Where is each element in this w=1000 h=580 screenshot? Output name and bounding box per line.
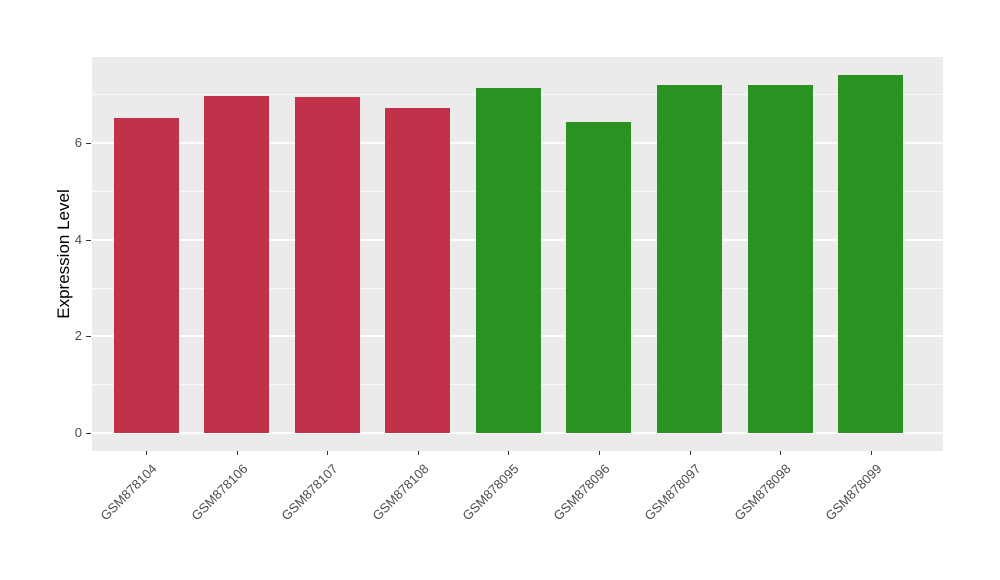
x-tick-mark-GSM878099	[870, 451, 872, 455]
bar-GSM878095	[475, 88, 541, 433]
y-tick-mark-0	[86, 433, 91, 434]
bar-GSM878107	[294, 97, 360, 433]
y-tick-label-4: 4	[74, 231, 82, 247]
x-tick-mark-GSM878098	[780, 451, 782, 455]
x-tick-label-GSM878099: GSM878099	[821, 461, 885, 524]
x-tick-mark-GSM878095	[508, 451, 510, 455]
bar-GSM878097	[657, 85, 722, 433]
major-gridline-y0	[92, 432, 943, 434]
y-tick-mark-4	[86, 239, 91, 241]
y-tick-mark-2	[86, 336, 91, 338]
x-tick-mark-GSM878097	[689, 451, 691, 455]
x-tick-label-GSM878106: GSM878106	[188, 461, 251, 524]
x-tick-label-GSM878097: GSM878097	[640, 461, 704, 524]
bar-GSM878104	[113, 117, 179, 433]
x-tick-mark-GSM878096	[598, 451, 600, 455]
x-tick-label-GSM878107: GSM878107	[278, 461, 341, 524]
x-tick-label-GSM878098: GSM878098	[731, 461, 794, 524]
bar-GSM878108	[385, 107, 451, 433]
bar-GSM878098	[747, 85, 813, 433]
y-tick-label-2: 2	[74, 328, 82, 344]
x-tick-label-GSM878096: GSM878096	[550, 461, 613, 524]
x-tick-mark-GSM878104	[146, 451, 148, 455]
x-tick-mark-GSM878108	[417, 451, 419, 455]
y-tick-mark-6	[86, 143, 91, 144]
bar-GSM878096	[566, 121, 632, 433]
x-tick-mark-GSM878107	[327, 451, 329, 455]
bar-GSM878106	[204, 96, 270, 433]
y-tick-label-6: 6	[74, 135, 82, 150]
x-tick-mark-GSM878106	[236, 451, 238, 455]
plot-panel	[92, 57, 943, 451]
bar-GSM878099	[838, 74, 904, 433]
y-axis-title: Expression Level	[54, 189, 73, 319]
x-tick-label-GSM878095: GSM878095	[459, 461, 523, 524]
x-tick-label-GSM878104: GSM878104	[97, 461, 160, 524]
x-tick-label-GSM878108: GSM878108	[369, 461, 432, 524]
y-tick-label-0: 0	[74, 425, 82, 440]
